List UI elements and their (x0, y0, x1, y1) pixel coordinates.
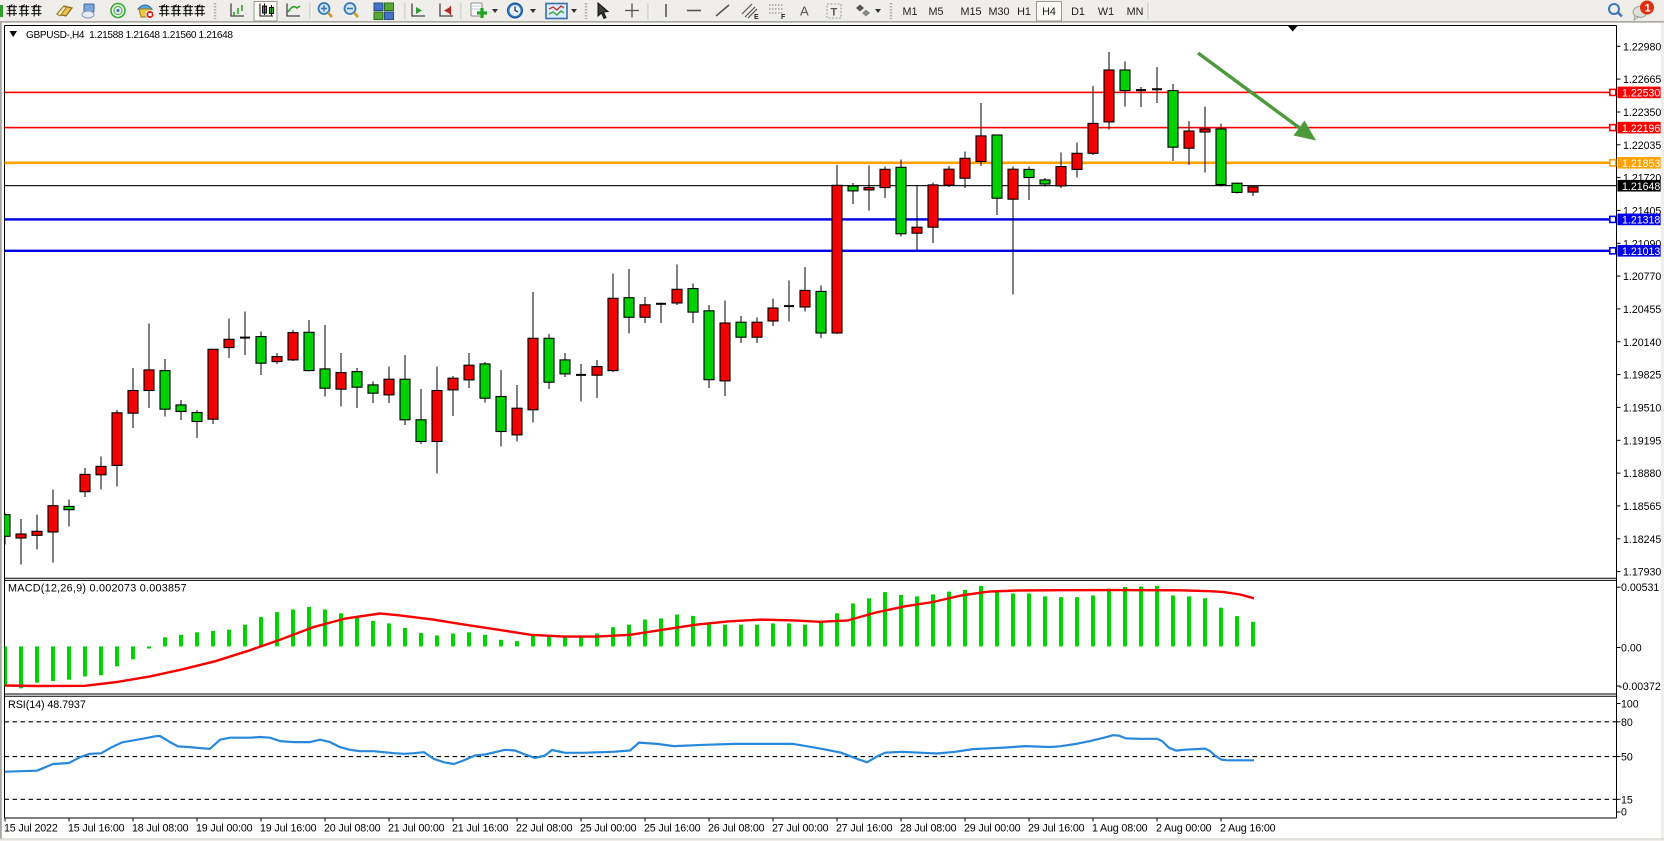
svg-text:T: T (831, 7, 838, 19)
svg-text:1.22665: 1.22665 (1623, 74, 1661, 86)
svg-text:27 Jul 00:00: 27 Jul 00:00 (772, 823, 829, 835)
svg-text:15 Jul 16:00: 15 Jul 16:00 (68, 823, 125, 835)
svg-text:50: 50 (1621, 752, 1633, 764)
svg-text:M30: M30 (988, 6, 1009, 18)
svg-text:1.17930: 1.17930 (1623, 567, 1661, 579)
svg-text:1.21853: 1.21853 (1622, 158, 1660, 170)
svg-text:1 Aug 08:00: 1 Aug 08:00 (1092, 823, 1148, 835)
svg-text:1.20455: 1.20455 (1623, 304, 1661, 316)
svg-text:0.00531: 0.00531 (1621, 582, 1659, 594)
svg-text:18 Jul 08:00: 18 Jul 08:00 (132, 823, 189, 835)
svg-text:100: 100 (1621, 699, 1639, 711)
svg-text:1.20140: 1.20140 (1623, 337, 1661, 349)
svg-text:1.21318: 1.21318 (1622, 215, 1660, 227)
svg-text:-0.00372: -0.00372 (1619, 681, 1661, 693)
svg-text:19 Jul 16:00: 19 Jul 16:00 (260, 823, 317, 835)
svg-text:1.22196: 1.22196 (1622, 123, 1660, 135)
svg-text:25 Jul 00:00: 25 Jul 00:00 (580, 823, 637, 835)
svg-text:1.19195: 1.19195 (1623, 435, 1661, 447)
svg-text:22 Jul 08:00: 22 Jul 08:00 (516, 823, 573, 835)
svg-text:29 Jul 16:00: 29 Jul 16:00 (1028, 823, 1085, 835)
svg-text:GBPUSD-,H4 1.21588 1.21648 1.: GBPUSD-,H4 1.21588 1.21648 1.21560 1.216… (26, 30, 233, 41)
svg-text:M5: M5 (929, 6, 944, 18)
svg-text:1.22350: 1.22350 (1623, 107, 1661, 119)
svg-text:MACD(12,26,9) 0.002073 0.00385: MACD(12,26,9) 0.002073 0.003857 (8, 582, 187, 594)
svg-text:1.18880: 1.18880 (1623, 468, 1661, 480)
svg-text:2 Aug 16:00: 2 Aug 16:00 (1220, 823, 1276, 835)
svg-text:15: 15 (1621, 794, 1633, 806)
svg-text:D1: D1 (1071, 6, 1085, 18)
svg-text:27 Jul 16:00: 27 Jul 16:00 (836, 823, 893, 835)
svg-text:M15: M15 (960, 6, 981, 18)
svg-text:21 Jul 16:00: 21 Jul 16:00 (452, 823, 509, 835)
svg-text:25 Jul 16:00: 25 Jul 16:00 (644, 823, 701, 835)
svg-text:1.21013: 1.21013 (1622, 246, 1660, 258)
svg-text:20 Jul 08:00: 20 Jul 08:00 (324, 823, 381, 835)
svg-text:M1: M1 (903, 6, 918, 18)
svg-text:1.21648: 1.21648 (1622, 181, 1660, 193)
svg-text:1.20770: 1.20770 (1623, 271, 1661, 283)
svg-text:15 Jul 2022: 15 Jul 2022 (4, 823, 58, 835)
svg-text:1.19825: 1.19825 (1623, 370, 1661, 382)
svg-text:1.22980: 1.22980 (1623, 41, 1661, 53)
svg-text:28 Jul 08:00: 28 Jul 08:00 (900, 823, 957, 835)
svg-text:80: 80 (1621, 717, 1633, 729)
svg-text:0: 0 (1621, 807, 1627, 819)
svg-text:H4: H4 (1042, 6, 1056, 18)
svg-text:F: F (781, 14, 786, 21)
svg-text:MN: MN (1127, 6, 1144, 18)
svg-text:0.00: 0.00 (1621, 643, 1642, 655)
svg-text:1.18245: 1.18245 (1623, 534, 1661, 546)
svg-text:H1: H1 (1017, 6, 1031, 18)
svg-text:19 Jul 00:00: 19 Jul 00:00 (196, 823, 253, 835)
svg-text:W1: W1 (1098, 6, 1114, 18)
svg-text:2 Aug 00:00: 2 Aug 00:00 (1156, 823, 1212, 835)
svg-text:26 Jul 08:00: 26 Jul 08:00 (708, 823, 765, 835)
svg-text:E: E (754, 14, 759, 21)
svg-text:1.22035: 1.22035 (1623, 140, 1661, 152)
svg-text:1.19510: 1.19510 (1623, 402, 1661, 414)
svg-text:29 Jul 00:00: 29 Jul 00:00 (964, 823, 1021, 835)
svg-text:A: A (800, 4, 809, 19)
svg-text:1.22530: 1.22530 (1622, 88, 1660, 100)
svg-text:1.18565: 1.18565 (1623, 501, 1661, 513)
svg-text:RSI(14) 48.7937: RSI(14) 48.7937 (8, 699, 86, 711)
svg-text:21 Jul 00:00: 21 Jul 00:00 (388, 823, 445, 835)
svg-text:1: 1 (1645, 3, 1651, 15)
